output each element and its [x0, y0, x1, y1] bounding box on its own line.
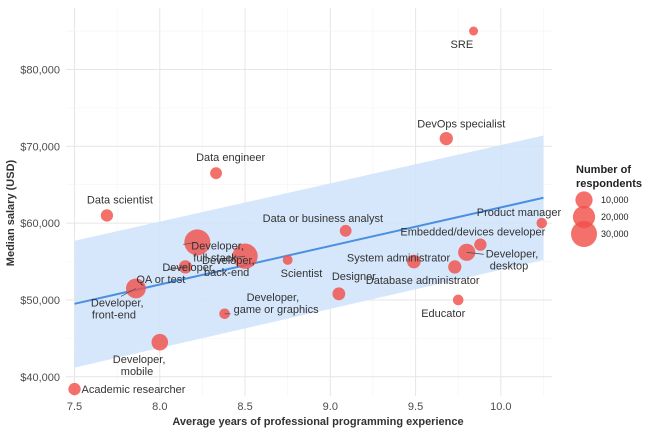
- label-system-administrator: System administrator: [347, 253, 451, 265]
- x-tick-label: 10.0: [490, 401, 511, 413]
- connector-developer-front-end: [120, 288, 137, 297]
- point-product-manager: [536, 217, 548, 229]
- point-database-administrator: [448, 260, 462, 274]
- point-labels-layer: SRE DevOps specialist Data engineer Data sc…: [82, 39, 562, 396]
- x-axis-title: Average years of professional programmin…: [172, 416, 463, 428]
- x-tick-label: 9.5: [408, 401, 423, 413]
- legend-entries: 10,000 20,000 30,000: [571, 191, 629, 247]
- legend-label-20-000: 20,000: [601, 212, 629, 222]
- label-developer-front-end: Developer, front-end: [91, 297, 144, 321]
- label-devops-specialist: DevOps specialist: [417, 119, 505, 131]
- x-tick-label: 8.0: [152, 401, 167, 413]
- label-connectors: [120, 241, 484, 315]
- trend-line: [74, 196, 544, 305]
- connector-developer-back-end: [219, 255, 246, 260]
- label-developer-mobile: Developer, mobile: [113, 354, 166, 378]
- label-developer-game-or-graphics: Developer, game or graphics: [234, 292, 319, 316]
- point-devops-specialist: [439, 131, 453, 146]
- point-system-administrator: [407, 254, 421, 269]
- legend-label-30-000: 30,000: [601, 229, 629, 239]
- label-academic-researcher: Academic researcher: [82, 384, 186, 396]
- label-data-scientist: Data scientist: [87, 194, 153, 206]
- x-tick-label: 7.5: [67, 401, 82, 413]
- point-developer-front-end: [125, 278, 146, 299]
- size-legend: Number of respondents 10,000 20,000 30,000: [571, 164, 642, 247]
- label-developer-full-stack: Developer, full-stack: [191, 240, 244, 264]
- connector-developer-qa-or-test: [167, 266, 186, 271]
- point-scientist: [282, 255, 293, 265]
- y-axis-title: Median salary (USD): [5, 159, 17, 266]
- label-sre: SRE: [451, 39, 474, 51]
- y-tick-label: $40,000: [20, 372, 60, 384]
- y-tick-label: $50,000: [20, 295, 60, 307]
- x-axis-ticks: 7.5 8.0 8.5 9.0 9.5 10.0: [67, 401, 512, 413]
- label-developer-back-end: Developer, back-end: [202, 255, 255, 279]
- x-tick-label: 8.5: [237, 401, 252, 413]
- point-data-or-business-analyst: [339, 224, 352, 237]
- label-data-or-business-analyst: Data or business analyst: [263, 213, 383, 225]
- label-developer-desktop: Developer, desktop: [486, 248, 539, 272]
- point-developer-mobile: [151, 333, 169, 351]
- x-tick-label: 9.0: [323, 401, 338, 413]
- trend-line-layer: [74, 196, 544, 305]
- legend-circle-10-000: [575, 191, 593, 209]
- legend-title-line-1: Number of: [576, 164, 631, 176]
- point-designer: [332, 287, 346, 301]
- point-academic-researcher: [68, 382, 81, 396]
- point-data-scientist: [100, 209, 114, 222]
- connector-developer-full-stack: [183, 241, 198, 245]
- legend-label-10-000: 10,000: [601, 195, 629, 205]
- legend-title-line-2: respondents: [576, 178, 642, 190]
- point-sre: [469, 26, 479, 36]
- point-embedded-devices-developer: [474, 238, 487, 251]
- y-tick-label: $70,000: [20, 141, 60, 153]
- label-designer: Designer: [332, 271, 376, 283]
- label-database-administrator: Database administrator: [366, 275, 480, 287]
- label-scientist: Scientist: [281, 268, 323, 280]
- label-product-manager: Product manager: [477, 207, 562, 219]
- connector-developer-desktop: [466, 251, 484, 255]
- legend-circle-30-000: [571, 221, 597, 247]
- y-axis-ticks: $40,000 $50,000 $60,000 $70,000 $80,000: [20, 64, 60, 383]
- point-data-engineer: [210, 167, 222, 180]
- label-data-engineer: Data engineer: [196, 152, 265, 164]
- label-embedded-devices-developer: Embedded/devices developer: [400, 227, 545, 239]
- y-tick-label: $80,000: [20, 64, 60, 76]
- y-tick-label: $60,000: [20, 218, 60, 230]
- label-developer-qa-or-test: Developer, QA or test: [136, 262, 215, 286]
- label-educator: Educator: [421, 308, 465, 320]
- point-educator: [452, 294, 464, 306]
